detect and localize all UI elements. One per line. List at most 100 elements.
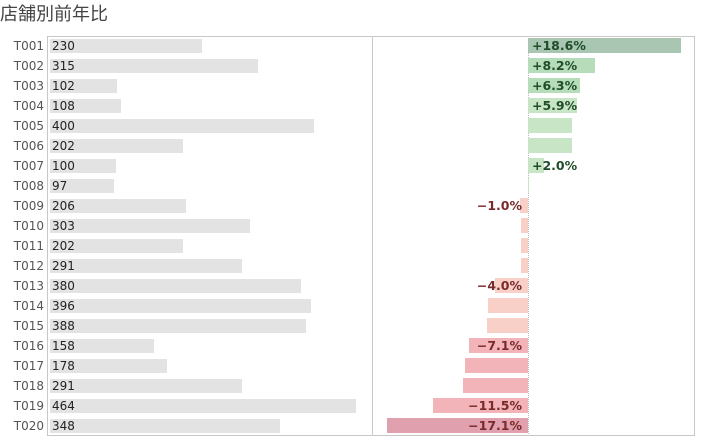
store-label: T007	[13, 159, 44, 173]
sales-value-label: 102	[52, 79, 75, 93]
yoy-value-label: +18.6%	[532, 38, 586, 53]
store-label: T003	[13, 79, 44, 93]
store-label: T002	[13, 59, 44, 73]
sales-bar	[50, 179, 114, 193]
store-label: T017	[13, 359, 44, 373]
sales-value-label: 303	[52, 219, 75, 233]
sales-bar	[50, 379, 242, 393]
sales-value-label: 108	[52, 99, 75, 113]
sales-bar	[50, 239, 184, 253]
yoy-bar	[465, 358, 528, 373]
store-label: T001	[13, 39, 44, 53]
yoy-value-label: +2.0%	[532, 158, 578, 173]
sales-value-label: 464	[52, 399, 75, 413]
chart-frame	[47, 36, 695, 436]
sales-value-label: 97	[52, 179, 68, 193]
store-label: T008	[13, 179, 44, 193]
table-row: T007 100 +2.0%	[0, 156, 701, 176]
table-row: T004 108 +5.9%	[0, 96, 701, 116]
store-label: T016	[13, 339, 44, 353]
table-row: T018 291	[0, 376, 701, 396]
sales-value-label: 388	[52, 319, 75, 333]
table-row: T012 291	[0, 256, 701, 276]
yoy-bar	[520, 218, 528, 233]
sales-bar	[50, 419, 280, 433]
table-row: T002 315 +8.2%	[0, 56, 701, 76]
store-label: T012	[13, 259, 44, 273]
store-label: T009	[13, 199, 44, 213]
sales-bar	[50, 319, 306, 333]
table-row: T009 206 −1.0%	[0, 196, 701, 216]
store-label: T010	[13, 219, 44, 233]
sales-bar	[50, 59, 258, 73]
sales-value-label: 291	[52, 379, 75, 393]
chart-title: 店舗別前年比	[0, 4, 108, 25]
sales-bar	[50, 139, 184, 153]
store-label: T011	[13, 239, 44, 253]
store-label: T004	[13, 99, 44, 113]
table-row: T001 230 +18.6%	[0, 36, 701, 56]
yoy-bar	[528, 138, 572, 153]
yoy-bar	[495, 278, 528, 293]
yoy-bar	[519, 198, 528, 213]
table-row: T016 158 −7.1%	[0, 336, 701, 356]
sales-value-label: 202	[52, 239, 75, 253]
sales-bar	[50, 39, 202, 53]
sales-bar	[50, 219, 250, 233]
yoy-bar	[520, 238, 528, 253]
sales-bar	[50, 259, 242, 273]
yoy-value-label: −1.0%	[476, 198, 522, 213]
yoy-bar	[387, 418, 528, 433]
yoy-bar	[528, 58, 596, 73]
sales-value-label: 230	[52, 39, 75, 53]
sales-value-label: 291	[52, 259, 75, 273]
sales-bar	[50, 79, 118, 93]
sales-value-label: 400	[52, 119, 75, 133]
yoy-bar	[528, 78, 580, 93]
sales-value-label: 396	[52, 299, 75, 313]
yoy-value-label: −4.0%	[476, 278, 522, 293]
sales-bar	[50, 279, 301, 293]
table-row: T013 380 −4.0%	[0, 276, 701, 296]
sales-bar	[50, 339, 155, 353]
table-row: T015 388	[0, 316, 701, 336]
sales-value-label: 348	[52, 419, 75, 433]
sales-bar	[50, 119, 314, 133]
yoy-bar	[487, 298, 528, 313]
table-row: T008 97	[0, 176, 701, 196]
table-row: T005 400	[0, 116, 701, 136]
yoy-bar	[528, 118, 573, 133]
sales-value-label: 178	[52, 359, 75, 373]
store-label: T014	[13, 299, 44, 313]
sales-bar	[50, 99, 122, 113]
sales-bar	[50, 299, 312, 313]
table-row: T017 178	[0, 356, 701, 376]
store-label: T005	[13, 119, 44, 133]
yoy-bar	[462, 378, 528, 393]
yoy-value-label: −7.1%	[476, 338, 522, 353]
table-row: T003 102 +6.3%	[0, 76, 701, 96]
sales-value-label: 315	[52, 59, 75, 73]
sales-value-label: 202	[52, 139, 75, 153]
yoy-bar	[528, 38, 681, 53]
store-label: T006	[13, 139, 44, 153]
sales-bar	[50, 199, 186, 213]
table-row: T010 303	[0, 216, 701, 236]
sales-value-label: 380	[52, 279, 75, 293]
sales-value-label: 158	[52, 339, 75, 353]
yoy-value-label: −17.1%	[468, 418, 522, 433]
store-label: T018	[13, 379, 44, 393]
store-label: T015	[13, 319, 44, 333]
yoy-bar	[486, 318, 528, 333]
sales-bar	[50, 399, 356, 413]
yoy-bar	[528, 98, 577, 113]
yoy-bar	[520, 258, 528, 273]
yoy-value-label: +5.9%	[532, 98, 578, 113]
sales-value-label: 206	[52, 199, 75, 213]
sales-bar	[50, 159, 116, 173]
yoy-value-label: +8.2%	[532, 58, 578, 73]
yoy-bar	[528, 178, 529, 193]
store-label: T013	[13, 279, 44, 293]
panel-divider	[372, 36, 373, 436]
table-row: T006 202	[0, 136, 701, 156]
